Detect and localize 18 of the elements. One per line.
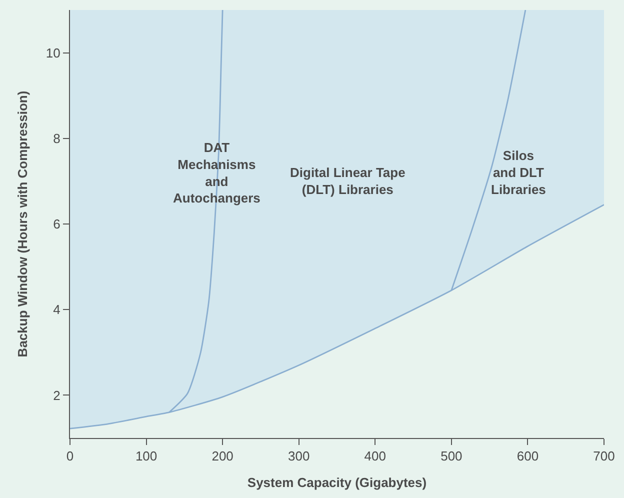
annotation: DAT Mechanisms and Autochangers (173, 140, 260, 206)
x-tick-label: 700 (593, 448, 615, 464)
x-axis-title: System Capacity (Gigabytes) (247, 475, 427, 490)
y-tick-label: 8 (53, 130, 60, 146)
y-tick-label: 2 (53, 388, 60, 403)
annotation: Digital Linear Tape (DLT) Libraries (290, 165, 406, 197)
x-tick-label: 600 (516, 448, 539, 464)
x-tick-label: 200 (212, 448, 234, 464)
y-axis-title: Backup Window (Hours with Compression) (14, 90, 30, 358)
x-tick-label: 500 (440, 448, 462, 464)
y-tick-label: 6 (53, 216, 60, 232)
x-tick-label: 0 (66, 448, 74, 464)
x-tick-label: 100 (135, 448, 158, 464)
x-tick-label: 400 (364, 448, 386, 464)
y-tick-label: 10 (46, 45, 60, 60)
annotation: Silos and DLT Libraries (491, 148, 546, 197)
y-tick-label: 4 (53, 302, 60, 318)
x-tick-label: 300 (288, 448, 310, 464)
